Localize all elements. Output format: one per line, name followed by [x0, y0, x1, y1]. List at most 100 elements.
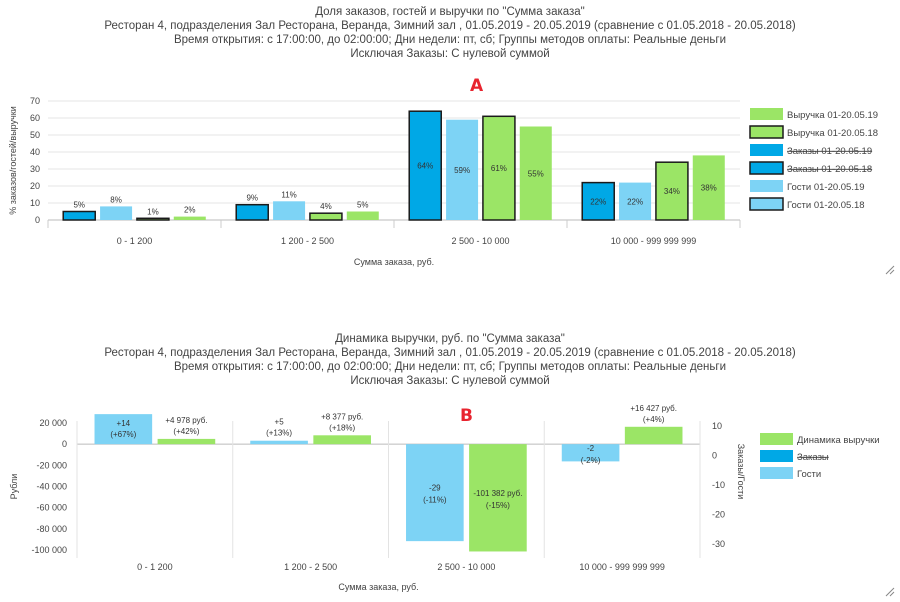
- bar[interactable]: [482, 115, 516, 221]
- chart-a-marker: A: [470, 76, 484, 96]
- bar[interactable]: [446, 119, 479, 220]
- x-tick-label: 1 200 - 2 500: [284, 562, 337, 572]
- legend-swatch: [760, 433, 793, 445]
- y-tick-label: 30: [30, 164, 40, 174]
- y-tick-label: -100 000: [31, 545, 67, 555]
- data-label: 34%: [664, 187, 680, 196]
- bar[interactable]: [655, 161, 689, 221]
- data-label: +16 427 руб.: [630, 404, 677, 413]
- legend-swatch: [749, 125, 784, 139]
- y-tick-label: -20 000: [36, 460, 67, 470]
- legend-item[interactable]: Гости: [760, 467, 821, 480]
- x-axis-title: Сумма заказа, руб.: [354, 257, 434, 267]
- legend-label: Заказы 01-20.05.18: [787, 164, 872, 175]
- data-label: 1%: [147, 207, 159, 216]
- legend-swatch: [750, 108, 783, 120]
- bar[interactable]: [408, 110, 442, 221]
- legend-label: Заказы: [797, 452, 829, 463]
- legend-item[interactable]: Динамика выручки: [760, 433, 880, 446]
- data-label: +14: [117, 419, 131, 428]
- legend-swatch: [760, 467, 793, 479]
- bar[interactable]: [273, 201, 306, 220]
- bar[interactable]: [346, 211, 379, 221]
- bar[interactable]: [469, 444, 527, 552]
- bar[interactable]: [309, 212, 343, 221]
- y-tick-label: 70: [30, 96, 40, 106]
- chart-b-subtitle-3: Исключая Заказы: С нулевой суммой: [350, 375, 550, 387]
- x-tick-label: 0 - 1 200: [117, 236, 153, 246]
- x-axis-title: Сумма заказа, руб.: [338, 582, 418, 592]
- bar[interactable]: [692, 155, 725, 220]
- chart-panel-orders-share: Доля заказов, гостей и выручки по "Сумма…: [0, 0, 900, 280]
- y-tick-label: 60: [30, 113, 40, 123]
- y-right-tick-label: 10: [712, 421, 722, 431]
- data-label: +5: [275, 418, 285, 427]
- legend-item[interactable]: Выручка 01-20.05.18: [749, 125, 878, 139]
- legend-item[interactable]: Гости 01-20.05.19: [750, 180, 865, 193]
- bar[interactable]: [62, 210, 96, 221]
- y-right-tick-label: -10: [712, 480, 725, 490]
- y-tick-label: 10: [30, 198, 40, 208]
- data-label: 11%: [281, 190, 296, 199]
- bar[interactable]: [250, 440, 308, 445]
- bar[interactable]: [313, 435, 371, 445]
- y-tick-label: -40 000: [36, 482, 67, 492]
- data-label: 59%: [454, 166, 470, 175]
- data-label-percent: (-11%): [423, 496, 447, 505]
- legend-item[interactable]: Заказы 01-20.05.18: [749, 161, 872, 175]
- legend-label: Гости 01-20.05.18: [787, 200, 865, 211]
- bar[interactable]: [624, 426, 683, 445]
- legend-item[interactable]: Выручка 01-20.05.19: [750, 108, 878, 121]
- y-tick-label: 50: [30, 130, 40, 140]
- y-tick-label: -60 000: [36, 503, 67, 513]
- data-label: 4%: [320, 202, 332, 211]
- data-label: 22%: [590, 197, 606, 206]
- y-tick-label: 0: [35, 215, 40, 225]
- legend-label: Динамика выручки: [797, 435, 880, 446]
- chart-b-subtitle-2: Время открытия: с 17:00:00, до 02:00:00;…: [173, 361, 727, 373]
- legend-item[interactable]: Заказы 01-20.05.19: [750, 144, 872, 157]
- legend-swatch: [749, 161, 784, 175]
- data-label: 8%: [110, 195, 122, 204]
- data-label-percent: (+67%): [110, 430, 136, 439]
- chart-b-titles: Динамика выручки, руб. по "Сумма заказа"…: [0, 332, 900, 388]
- bar[interactable]: [136, 217, 170, 221]
- data-label: 64%: [417, 162, 433, 171]
- data-label-percent: (+42%): [173, 427, 199, 436]
- data-label: 2%: [184, 206, 196, 215]
- chart-panel-revenue-dynamics: Динамика выручки, руб. по "Сумма заказа"…: [0, 326, 900, 600]
- data-label: 5%: [357, 201, 369, 210]
- y-right-axis-title: Заказы/Гости: [736, 444, 746, 500]
- legend-item[interactable]: Гости 01-20.05.18: [749, 197, 865, 211]
- x-tick-label: 10 000 - 999 999 999: [611, 236, 697, 246]
- chart-a-subtitle-1: Ресторан 4, подразделения Зал Ресторана,…: [104, 20, 796, 32]
- bar[interactable]: [581, 181, 615, 221]
- data-label: -2: [587, 444, 595, 453]
- x-tick-label: 1 200 - 2 500: [281, 236, 334, 246]
- data-label: -29: [429, 484, 441, 493]
- bar[interactable]: [406, 444, 464, 542]
- y-right-tick-label: 0: [712, 450, 717, 460]
- resize-handle-icon[interactable]: [885, 262, 895, 275]
- bar[interactable]: [519, 126, 552, 221]
- bar[interactable]: [235, 203, 269, 221]
- bar[interactable]: [619, 182, 652, 220]
- legend-label: Заказы 01-20.05.19: [787, 146, 872, 157]
- resize-handle-icon[interactable]: [885, 584, 895, 597]
- data-label: +8 377 руб.: [321, 412, 363, 421]
- bar[interactable]: [561, 444, 620, 462]
- bar[interactable]: [94, 414, 153, 445]
- bar[interactable]: [157, 438, 216, 445]
- data-label: 38%: [701, 184, 717, 193]
- legend-label: Выручка 01-20.05.19: [787, 110, 878, 121]
- legend-item[interactable]: Заказы: [760, 450, 829, 463]
- bar[interactable]: [100, 206, 133, 220]
- x-tick-label: 10 000 - 999 999 999: [579, 562, 665, 572]
- chart-a-titles: Доля заказов, гостей и выручки по "Сумма…: [0, 5, 900, 61]
- bar[interactable]: [173, 216, 206, 220]
- legend-label: Выручка 01-20.05.18: [787, 128, 878, 139]
- data-label-percent: (-2%): [581, 456, 601, 465]
- legend-swatch: [750, 144, 783, 156]
- y-tick-label: -80 000: [36, 524, 67, 534]
